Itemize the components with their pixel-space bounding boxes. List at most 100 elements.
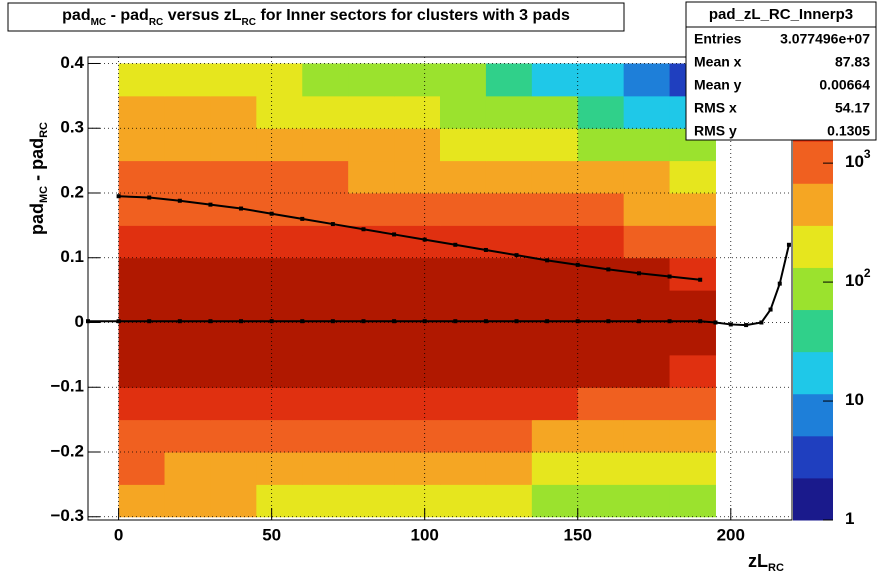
stats-value: 0.00664 (819, 77, 870, 93)
heat-cell (394, 419, 441, 453)
heat-cell (394, 354, 441, 388)
xlabel-parts: zLRC (748, 551, 784, 574)
heat-cell (118, 160, 166, 194)
heat-cell (256, 225, 303, 259)
heat-cell (394, 322, 441, 356)
heat-cell (210, 128, 257, 162)
heat-cell (256, 290, 303, 323)
heat-cell (348, 128, 395, 162)
stats-label: Mean x (694, 54, 742, 70)
subscript: RC (38, 122, 50, 138)
frame (87, 56, 793, 521)
heat-cell (164, 63, 211, 97)
heat-cell (256, 354, 303, 388)
y-tick-label: 0.3 (60, 118, 84, 137)
heat-cell (669, 452, 716, 485)
text-part: for Inner sectors for clusters with 3 pa… (256, 7, 570, 24)
heat-cell (256, 387, 303, 421)
y-tick-label: 0.4 (60, 53, 84, 72)
heat-cell (577, 290, 625, 323)
heat-cell (577, 257, 625, 291)
heat-cell (531, 354, 579, 388)
heat-cell (210, 452, 257, 485)
heat-cell (348, 419, 395, 453)
heat-cell (118, 322, 166, 356)
heat-cell (440, 354, 487, 388)
heat-cell (669, 290, 716, 323)
heat-cell (256, 484, 303, 518)
heat-cell (394, 257, 441, 291)
heat-cell (623, 419, 671, 453)
heat-cell (394, 63, 441, 97)
heat-cell (623, 484, 671, 518)
text-part: pad (62, 7, 90, 24)
heat-cell (302, 322, 349, 356)
stats-value: 3.077496e+07 (780, 31, 870, 47)
heat-cell (531, 160, 579, 194)
stats-label: Mean y (694, 77, 742, 93)
stats-label: RMS y (694, 123, 737, 139)
heat-cell (164, 419, 211, 453)
heat-cell (210, 225, 257, 259)
x-tick-label: 150 (564, 525, 592, 544)
heat-cell (669, 354, 716, 388)
heat-cell (669, 192, 716, 226)
heat-cell (485, 128, 533, 162)
colorbar-swatch (793, 393, 833, 437)
colorbar-swatch (793, 267, 833, 311)
heat-cell (577, 322, 625, 356)
heat-cell (302, 128, 349, 162)
text-part: versus zL (163, 7, 241, 24)
heat-cell (531, 128, 579, 162)
heat-cell (394, 95, 441, 129)
heat-cell (210, 63, 257, 97)
heat-cell (669, 257, 716, 291)
heat-cell (256, 160, 303, 194)
heat-cell (623, 95, 671, 129)
x-tick-label: 100 (411, 525, 439, 544)
heat-cell (485, 192, 533, 226)
heat-cell (256, 192, 303, 226)
stats-title: pad_zL_RC_Innerp3 (709, 6, 853, 23)
profile-line (88, 244, 790, 327)
heat-cell (577, 484, 625, 518)
heat-cell (531, 225, 579, 259)
colorbar-swatch (793, 351, 833, 395)
heat-cell (164, 290, 211, 323)
heat-cell (164, 95, 211, 129)
y-tick-label: 0.1 (60, 247, 84, 266)
heat-cell (348, 192, 395, 226)
stats-value: 54.17 (835, 100, 870, 116)
heat-cell (531, 452, 579, 485)
subscript: MC (91, 17, 107, 28)
heat-cell (577, 160, 625, 194)
heat-cell (669, 419, 716, 453)
colorbar-swatch (793, 141, 833, 184)
heat-cell (348, 95, 395, 129)
heat-cell (302, 160, 349, 194)
heat-cell (348, 387, 395, 421)
heat-cell (348, 160, 395, 194)
heat-cell (440, 322, 487, 356)
heat-cell (669, 387, 716, 421)
text-part: - pad (27, 138, 47, 186)
heat-cell (164, 354, 211, 388)
heat-cell (440, 225, 487, 259)
heat-cell (440, 387, 487, 421)
heat-cell (577, 63, 625, 97)
stats-box (685, 1, 877, 141)
stats-label: RMS x (694, 100, 737, 116)
heat-cell (485, 160, 533, 194)
subscript: MC (38, 186, 50, 203)
heat-cell (440, 63, 487, 97)
heat-cell (302, 95, 349, 129)
heat-cell (394, 290, 441, 323)
colorbar-swatch (793, 225, 833, 268)
heat-cell (577, 419, 625, 453)
heat-cell (440, 128, 487, 162)
heat-cell (118, 452, 166, 485)
heat-cell (531, 290, 579, 323)
heat-cell (531, 257, 579, 291)
heat-cell (164, 452, 211, 485)
heat-cell (256, 419, 303, 453)
